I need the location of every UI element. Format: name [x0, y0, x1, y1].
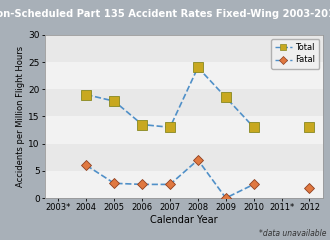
Bar — [45, 35, 323, 62]
Text: *data unavailable: *data unavailable — [259, 228, 327, 238]
Bar — [45, 171, 323, 198]
Bar — [45, 116, 323, 144]
Text: Non-Scheduled Part 135 Accident Rates Fixed-Wing 2003-2012: Non-Scheduled Part 135 Accident Rates Fi… — [0, 9, 330, 19]
Bar — [45, 89, 323, 116]
Y-axis label: Accidents per Million Flight Hours: Accidents per Million Flight Hours — [16, 46, 25, 187]
X-axis label: Calendar Year: Calendar Year — [150, 215, 218, 225]
Bar — [45, 62, 323, 89]
Legend: Total, Fatal: Total, Fatal — [271, 39, 319, 69]
Bar — [45, 144, 323, 171]
